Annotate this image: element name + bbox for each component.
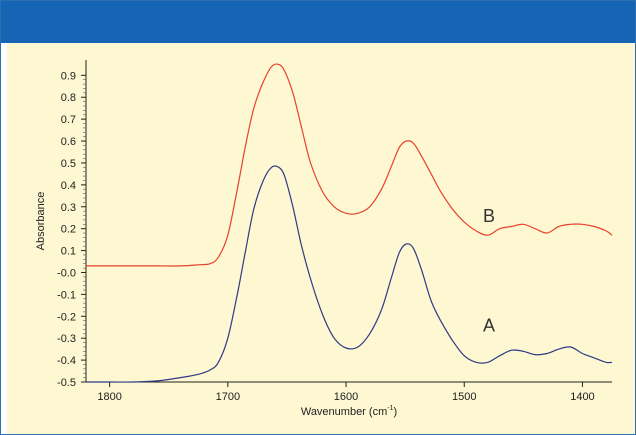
- x-tick-label: 1500: [452, 391, 476, 403]
- y-tick-label: 0.8: [61, 92, 76, 104]
- curve-label-b: B: [483, 206, 495, 226]
- x-axis-title-superscript: -1: [387, 405, 393, 412]
- y-tick-label: 0.4: [61, 180, 76, 192]
- x-axis-title-end: ): [393, 406, 397, 418]
- x-tick-label: 1800: [97, 391, 121, 403]
- header-bar: [1, 1, 635, 43]
- y-tick-label: 0.3: [61, 202, 76, 214]
- plot-panel: [7, 43, 635, 434]
- y-ticks: 0.9 0.8 0.7 0.6 0.5 0.4 0.3 0.2 0.1 -0.0 -0.1 -0.2 -…: [57, 70, 86, 389]
- y-tick-label: 0.9: [61, 70, 76, 82]
- y-tick-label: 0.7: [61, 114, 76, 126]
- y-tick-label: 0.1: [61, 246, 76, 258]
- y-tick-label: -0.4: [57, 355, 76, 367]
- x-tick-label: 1600: [334, 391, 358, 403]
- y-tick-label: -0.3: [57, 333, 76, 345]
- y-axis-title: Absorbance: [35, 192, 47, 251]
- axes: [85, 60, 612, 383]
- y-tick-label: -0.2: [57, 311, 76, 323]
- y-tick-label: -0.1: [57, 289, 76, 301]
- series-line-b: [86, 63, 613, 267]
- series-line-a: [86, 165, 613, 383]
- y-tick-label: 0.6: [61, 136, 76, 148]
- x-axis-title-main: Wavenumber (cm: [301, 406, 387, 418]
- x-axis-title: Wavenumber (cm-1): [301, 405, 397, 418]
- curve-label-a: A: [483, 316, 495, 336]
- x-tick-label: 1700: [216, 391, 240, 403]
- x-tick-label: 1400: [570, 391, 594, 403]
- y-minor-ticks: [83, 79, 86, 378]
- y-tick-label: -0.0: [57, 267, 76, 279]
- y-tick-label: -0.5: [57, 377, 76, 389]
- y-tick-label: 0.5: [61, 158, 76, 170]
- y-tick-label: 0.2: [61, 224, 76, 236]
- series-layer: [86, 63, 613, 383]
- annotation-layer: BA: [483, 206, 495, 336]
- x-ticks: 1800 1700 1600 1500 1400: [97, 382, 595, 403]
